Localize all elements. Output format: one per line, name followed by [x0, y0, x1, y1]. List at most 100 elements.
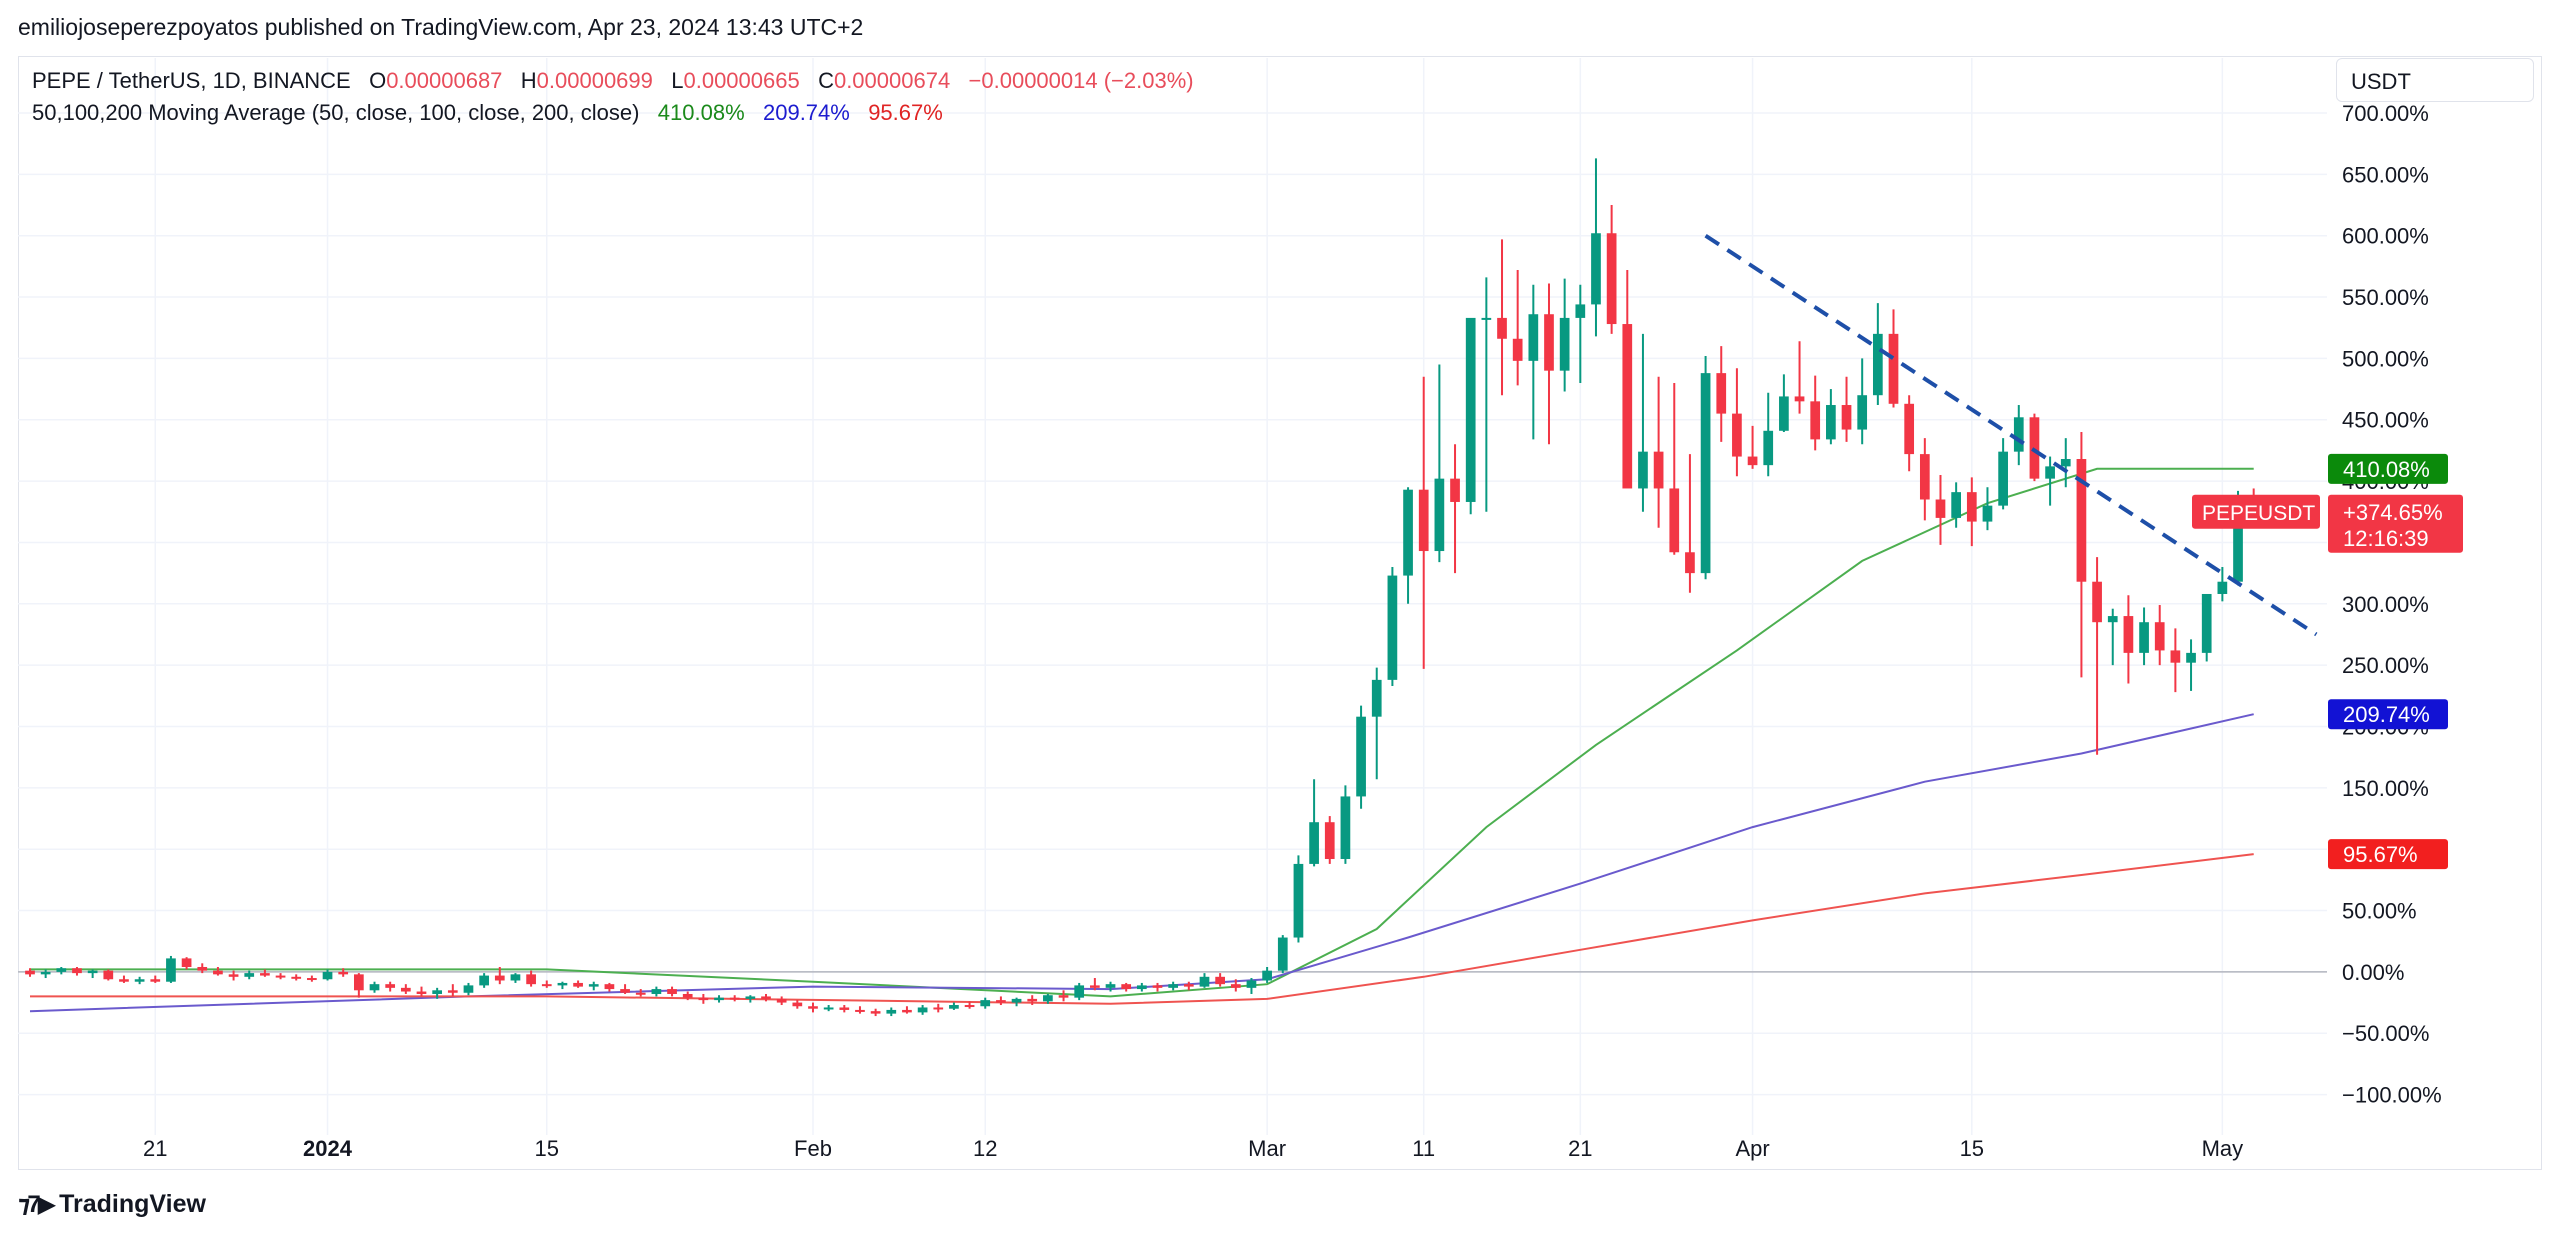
plot-area	[25, 158, 2318, 1017]
candle	[1324, 816, 1335, 864]
candle	[1465, 317, 1476, 515]
candle	[745, 995, 756, 1003]
candle	[729, 995, 740, 1002]
candle	[980, 997, 991, 1009]
candle	[1841, 376, 1852, 442]
candle	[1277, 935, 1288, 974]
candle	[1340, 785, 1351, 864]
ma-line-50	[30, 467, 2254, 998]
candle	[1262, 966, 1272, 983]
candle	[2170, 628, 2181, 693]
candle	[761, 993, 771, 1002]
ma-title[interactable]: 50,100,200 Moving Average (50, close, 10…	[32, 100, 640, 125]
candle-body	[1121, 984, 1132, 990]
candle-body	[1528, 314, 1539, 361]
candle-body	[494, 975, 505, 981]
candle-body	[886, 1009, 897, 1014]
candle	[964, 1001, 975, 1009]
trendline-dashed	[1704, 234, 2318, 637]
x-tick-label: 2024	[303, 1136, 353, 1161]
candle-body	[1951, 492, 1962, 518]
candle	[1136, 982, 1147, 992]
candle	[1309, 779, 1319, 867]
candle	[1638, 333, 1648, 512]
candle	[134, 976, 145, 985]
ma100-tag-text: 209.74%	[2343, 702, 2430, 727]
candle	[2139, 607, 2149, 666]
candle	[2092, 557, 2102, 755]
candle-body	[291, 976, 302, 979]
last-price-tag-countdown: 12:16:39	[2343, 526, 2429, 551]
candle	[1403, 487, 1413, 604]
candle-body	[557, 982, 568, 986]
candle-body	[2201, 593, 2212, 653]
x-tick-label: 12	[973, 1136, 997, 1161]
candle	[1872, 303, 1883, 406]
candle	[432, 987, 443, 999]
candle-body	[651, 989, 662, 994]
candle	[338, 968, 349, 977]
candle-body	[1904, 403, 1915, 455]
candle-body	[56, 968, 67, 972]
ma-row: 50,100,200 Moving Average (50, close, 10…	[32, 97, 1194, 129]
candle	[369, 981, 380, 993]
candle-body	[541, 984, 552, 987]
candle	[667, 986, 677, 997]
candle-body	[1575, 304, 1586, 318]
candle-body	[2076, 459, 2087, 582]
candle-body	[1356, 716, 1366, 797]
x-tick-label: 21	[143, 1136, 167, 1161]
candle-body	[1779, 396, 1789, 431]
candle	[1575, 284, 1586, 383]
candle	[823, 1005, 834, 1012]
candle	[573, 980, 583, 988]
candle	[776, 996, 787, 1006]
change-value: −0.00000014 (−2.03%)	[968, 68, 1194, 93]
candle-body	[870, 1011, 881, 1014]
candle-body	[1998, 451, 2008, 506]
candle	[1763, 392, 1774, 477]
candle-body	[1434, 478, 1445, 552]
ma50-tag-text: 410.08%	[2343, 457, 2430, 482]
x-tick-label: 15	[535, 1136, 559, 1161]
candle-body	[1716, 373, 1727, 414]
y-tick-label: 600.00%	[2342, 224, 2429, 249]
candle-body	[1794, 396, 1805, 402]
candle-body	[573, 982, 583, 987]
candle	[1293, 855, 1304, 943]
candle-body	[917, 1007, 928, 1013]
currency-selector[interactable]: USDT	[2336, 58, 2534, 102]
candle	[870, 1008, 881, 1017]
candle-body	[1810, 401, 1821, 440]
candle-body	[1152, 985, 1163, 988]
candle-body	[1481, 317, 1492, 320]
candle-body	[2045, 466, 2055, 479]
ohlc-row: PEPE / TetherUS, 1D, BINANCE O0.00000687…	[32, 65, 1194, 97]
candle	[949, 1002, 959, 1010]
candle-body	[933, 1007, 944, 1010]
symbol-label[interactable]: PEPE / TetherUS, 1D, BINANCE	[32, 68, 351, 93]
candle	[463, 982, 474, 996]
candle	[1434, 364, 1445, 563]
tradingview-logo[interactable]: ⁊7▶ TradingView	[18, 1190, 206, 1219]
candle	[447, 984, 458, 997]
candle	[385, 981, 396, 992]
candle-body	[980, 1000, 991, 1007]
brand-name: TradingView	[59, 1190, 206, 1218]
candle	[682, 991, 693, 1001]
candle	[1982, 487, 1993, 531]
candle	[416, 986, 427, 997]
candle-body	[1246, 980, 1257, 988]
y-tick-label: 0.00%	[2342, 960, 2404, 985]
candle-body	[2154, 622, 2165, 651]
ma200-tag-bg	[2328, 839, 2448, 870]
candle	[1966, 477, 1977, 547]
candle	[2060, 438, 2071, 488]
candle-body	[72, 968, 82, 974]
candle-body	[2107, 616, 2118, 623]
ma200-value: 95.67%	[868, 100, 943, 125]
candle-body	[1090, 985, 1100, 988]
candle-body	[839, 1007, 850, 1010]
y-tick-label: 250.00%	[2342, 653, 2429, 678]
